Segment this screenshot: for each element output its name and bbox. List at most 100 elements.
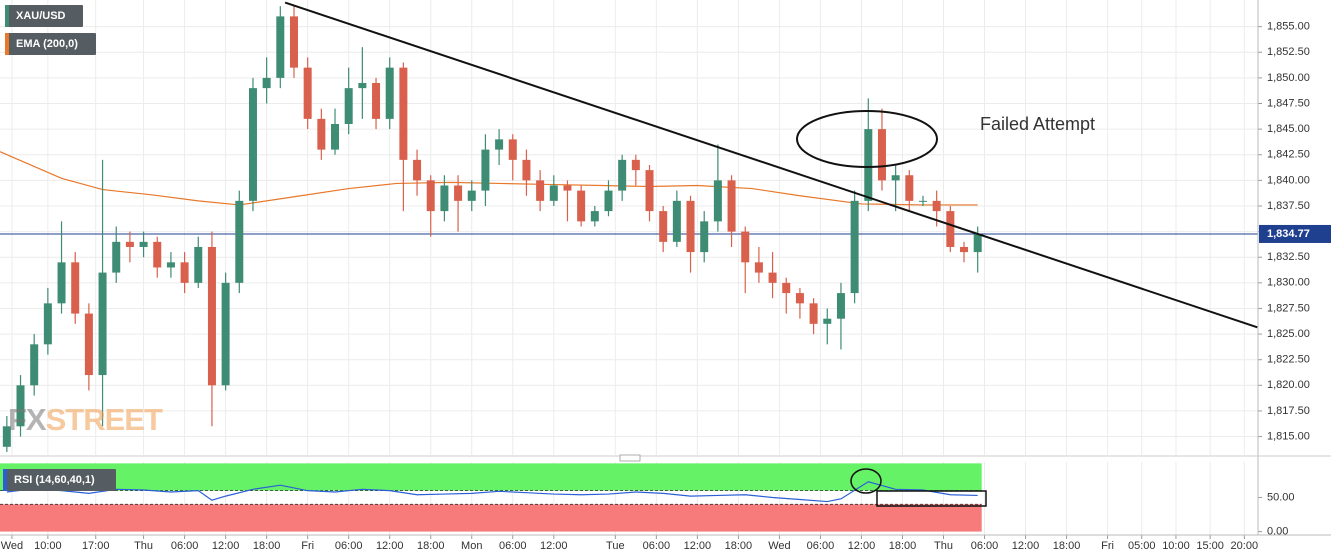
candle-body <box>850 200 859 294</box>
x-tick-label: 12:00 <box>1012 540 1040 552</box>
candle-body <box>604 190 613 212</box>
symbol-label[interactable]: XAU/USD <box>5 5 83 27</box>
pane-resize-handle[interactable] <box>619 454 641 462</box>
x-tick-label: Fri <box>1101 540 1114 552</box>
annotation-ellipse <box>796 110 938 168</box>
y-tick-label: 1,817.50 <box>1267 405 1310 417</box>
candle-body <box>153 241 162 268</box>
candle-body <box>960 246 969 253</box>
watermark: FXSTREET <box>8 402 163 437</box>
x-tick-label: 20:00 <box>1231 540 1259 552</box>
x-tick-label: 06:00 <box>807 540 835 552</box>
candle-body <box>454 185 463 201</box>
candle-body <box>577 190 586 222</box>
ema-label[interactable]: EMA (200,0) <box>5 33 96 55</box>
watermark-fx: FX <box>8 402 47 437</box>
candle-body <box>727 180 736 232</box>
candle-body <box>426 180 435 212</box>
candle-body <box>782 282 791 294</box>
candle-body <box>248 88 257 201</box>
candle-body <box>125 241 134 247</box>
ema-text: EMA (200,0) <box>16 38 78 50</box>
candle-body <box>207 246 216 386</box>
candle-body <box>672 200 681 242</box>
y-tick-label: 1,852.50 <box>1267 46 1310 58</box>
x-tick-label: 12:00 <box>848 540 876 552</box>
candle-body <box>754 262 763 273</box>
rsi-annotation-box <box>876 490 987 507</box>
y-tick-label: 1,820.00 <box>1267 379 1310 391</box>
candle-body <box>262 77 271 89</box>
x-tick-label: 18:00 <box>253 540 281 552</box>
y-tick-label: 1,825.00 <box>1267 328 1310 340</box>
y-tick-label: 1,837.50 <box>1267 200 1310 212</box>
last-price-label: 1,834.77 <box>1267 228 1310 240</box>
candle-body <box>16 385 25 427</box>
rsi-line <box>6 481 978 503</box>
candle-body <box>467 190 476 201</box>
candle-body <box>84 313 93 376</box>
rsi-annotation-ellipse <box>850 468 882 494</box>
candle-body <box>221 282 230 386</box>
candle-body <box>385 67 394 119</box>
candle-body <box>481 149 490 191</box>
candle-body <box>180 262 189 283</box>
rsi-label[interactable]: RSI (14,60,40,1) <box>3 469 116 491</box>
candle-body <box>549 185 558 201</box>
y-tick-label: 1,845.00 <box>1267 123 1310 135</box>
candle-body <box>891 175 900 181</box>
x-tick-label: 15:00 <box>1196 540 1224 552</box>
candle-body <box>30 344 39 386</box>
x-tick-label: Fri <box>301 540 314 552</box>
x-tick-label: 12:00 <box>376 540 404 552</box>
candle-body <box>98 272 107 376</box>
candle-body <box>317 118 326 150</box>
candle-body <box>918 200 927 202</box>
candle-body <box>57 262 66 304</box>
candle-body <box>43 303 52 345</box>
candle-body <box>331 123 340 150</box>
x-tick-label: 10:00 <box>34 540 62 552</box>
candle-body <box>399 67 408 160</box>
y-tick-label: 1,855.00 <box>1267 21 1310 33</box>
candle-body <box>659 211 668 242</box>
candle-body <box>836 293 845 319</box>
y-tick-label: 1,830.00 <box>1267 277 1310 289</box>
candle-body <box>946 211 955 247</box>
candle-body <box>864 129 873 201</box>
candle-body <box>590 211 599 222</box>
symbol-text: XAU/USD <box>16 10 66 22</box>
candle-body <box>194 246 203 283</box>
x-tick-label: 05:00 <box>1128 540 1156 552</box>
candle-body <box>495 139 504 150</box>
candle-body <box>645 170 654 212</box>
x-tick-label: 06:00 <box>971 540 999 552</box>
candle-body <box>809 303 818 324</box>
x-tick-label: Wed <box>768 540 790 552</box>
x-tick-label: 12:00 <box>540 540 568 552</box>
candle-body <box>303 67 312 119</box>
candle-body <box>686 200 695 253</box>
last-price-tag <box>1259 224 1331 243</box>
x-tick-label: 06:00 <box>499 540 527 552</box>
x-tick-label: 18:00 <box>889 540 917 552</box>
x-tick-label: 10:00 <box>1162 540 1190 552</box>
candle-body <box>877 129 886 181</box>
x-tick-label: 18:00 <box>1053 540 1081 552</box>
x-tick-label: Mon <box>461 540 482 552</box>
annotation-text: Failed Attempt <box>980 114 1095 134</box>
trendline <box>284 1 1258 329</box>
candle-body <box>358 83 367 89</box>
y-tick-label: 1,847.50 <box>1267 97 1310 109</box>
candle-body <box>631 159 640 171</box>
y-tick-label: 1,815.00 <box>1267 430 1310 442</box>
x-tick-label: Tue <box>606 540 625 552</box>
watermark-street: STREET <box>46 402 163 437</box>
candle-body <box>700 221 709 253</box>
rsi-y-tick-label: 0.00 <box>1267 525 1288 537</box>
overbought-zone <box>0 463 982 491</box>
x-tick-label: Wed <box>1 540 23 552</box>
x-tick-label: 18:00 <box>417 540 445 552</box>
candle-body <box>344 88 353 124</box>
